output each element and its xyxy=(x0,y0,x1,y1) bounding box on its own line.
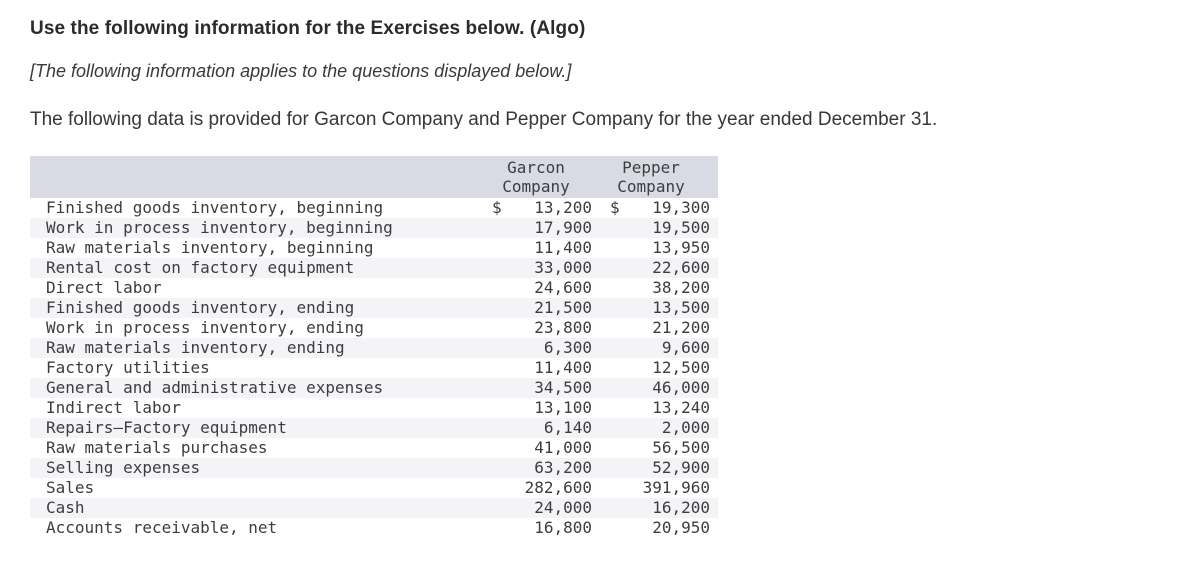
garcon-value: 33,000 xyxy=(534,258,592,277)
row-label: Direct labor xyxy=(46,278,162,297)
pepper-value: 20,950 xyxy=(652,518,710,537)
table-row: Raw materials inventory, ending 6,300 9,60… xyxy=(30,338,718,358)
garcon-value: 21,500 xyxy=(534,298,592,317)
table-row: Sales 282,600 391,960 xyxy=(30,478,718,498)
company-data-table: Garcon Company Pepper Company Finished g… xyxy=(30,156,718,538)
row-label: Factory utilities xyxy=(46,358,210,377)
table-row: Finished goods inventory, ending 21,500 13… xyxy=(30,298,718,318)
exercise-info-page: Use the following information for the Ex… xyxy=(30,18,938,538)
garcon-header-line2: Company xyxy=(502,177,570,196)
garcon-value: 282,600 xyxy=(524,478,592,497)
table-row: Cash 24,000 16,200 xyxy=(30,498,718,518)
column-header-garcon: Garcon Company xyxy=(480,156,592,198)
row-label: Rental cost on factory equipment xyxy=(46,258,355,277)
pepper-value: 9,600 xyxy=(661,338,710,357)
table-row: Direct labor 24,600 38,200 xyxy=(30,278,718,298)
garcon-value: $13,200 xyxy=(480,198,592,218)
pepper-value: 21,200 xyxy=(652,318,710,337)
pepper-value: 52,900 xyxy=(652,458,710,477)
pepper-value: 22,600 xyxy=(652,258,710,277)
pepper-value: 2,000 xyxy=(661,418,710,437)
garcon-value: 13,100 xyxy=(534,398,592,417)
column-header-pepper: Pepper Company xyxy=(592,156,718,198)
row-label: Indirect labor xyxy=(46,398,181,417)
table-row: General and administrative expenses 34,50… xyxy=(30,378,718,398)
row-label: Selling expenses xyxy=(46,458,201,477)
garcon-value: 16,800 xyxy=(534,518,592,537)
garcon-value: 23,800 xyxy=(534,318,592,337)
row-label: Raw materials inventory, beginning xyxy=(46,238,374,257)
page-title: Use the following information for the Ex… xyxy=(30,18,586,39)
pepper-value: 13,950 xyxy=(652,238,710,257)
table-row: Accounts receivable, net 16,800 20,950 xyxy=(30,518,718,538)
row-label: Repairs—Factory equipment xyxy=(46,418,287,437)
table-row: Factory utilities 11,400 12,500 xyxy=(30,358,718,378)
table-row: Rental cost on factory equipment 33,000 22… xyxy=(30,258,718,278)
garcon-value: 24,000 xyxy=(534,498,592,517)
pepper-value: 16,200 xyxy=(652,498,710,517)
pepper-value: 391,960 xyxy=(642,478,710,497)
row-label: Accounts receivable, net xyxy=(46,518,278,537)
table-row: Repairs—Factory equipment 6,140 2,000 xyxy=(30,418,718,438)
intro-text: The following data is provided for Garco… xyxy=(30,109,938,130)
pepper-value: $19,300 xyxy=(592,198,718,218)
garcon-value: 34,500 xyxy=(534,378,592,397)
pepper-value: 46,000 xyxy=(652,378,710,397)
table-body: Finished goods inventory, beginning $13,2… xyxy=(30,198,718,538)
amount: 13,200 xyxy=(534,198,592,217)
row-label: Cash xyxy=(46,498,85,517)
row-label: Raw materials inventory, ending xyxy=(46,338,345,357)
garcon-value: 63,200 xyxy=(534,458,592,477)
table-row: Finished goods inventory, beginning $13,2… xyxy=(30,198,718,218)
currency-symbol: $ xyxy=(492,198,502,217)
instruction-note: [The following information applies to th… xyxy=(30,61,572,81)
table-row: Raw materials purchases 41,000 56,500 xyxy=(30,438,718,458)
table-row: Work in process inventory, beginning 17,9… xyxy=(30,218,718,238)
pepper-header-line1: Pepper xyxy=(622,158,680,177)
garcon-value: 6,300 xyxy=(543,338,592,357)
pepper-value: 19,500 xyxy=(652,218,710,237)
table-header-row: Garcon Company Pepper Company xyxy=(30,156,718,198)
garcon-value: 6,140 xyxy=(543,418,592,437)
garcon-value: 11,400 xyxy=(534,358,592,377)
row-label: Sales xyxy=(46,478,95,497)
garcon-value: 24,600 xyxy=(534,278,592,297)
row-label: Raw materials purchases xyxy=(46,438,268,457)
table-row: Indirect labor 13,100 13,240 xyxy=(30,398,718,418)
pepper-value: 13,500 xyxy=(652,298,710,317)
pepper-value: 38,200 xyxy=(652,278,710,297)
row-label: Work in process inventory, beginning xyxy=(46,218,393,237)
garcon-value: 11,400 xyxy=(534,238,592,257)
label-column-header xyxy=(30,156,480,198)
pepper-value: 13,240 xyxy=(652,398,710,417)
pepper-value: 56,500 xyxy=(652,438,710,457)
amount: 19,300 xyxy=(652,198,710,217)
garcon-value: 17,900 xyxy=(534,218,592,237)
row-label: Work in process inventory, ending xyxy=(46,318,364,337)
garcon-value: 41,000 xyxy=(534,438,592,457)
currency-symbol: $ xyxy=(610,198,620,217)
pepper-value: 12,500 xyxy=(652,358,710,377)
row-label: General and administrative expenses xyxy=(46,378,384,397)
pepper-header-line2: Company xyxy=(617,177,685,196)
table-row: Raw materials inventory, beginning 11,400… xyxy=(30,238,718,258)
garcon-header-line1: Garcon xyxy=(507,158,565,177)
row-label: Finished goods inventory, ending xyxy=(46,298,355,317)
table-row: Selling expenses 63,200 52,900 xyxy=(30,458,718,478)
row-label: Finished goods inventory, beginning xyxy=(46,198,384,217)
table-row: Work in process inventory, ending 23,800 2… xyxy=(30,318,718,338)
